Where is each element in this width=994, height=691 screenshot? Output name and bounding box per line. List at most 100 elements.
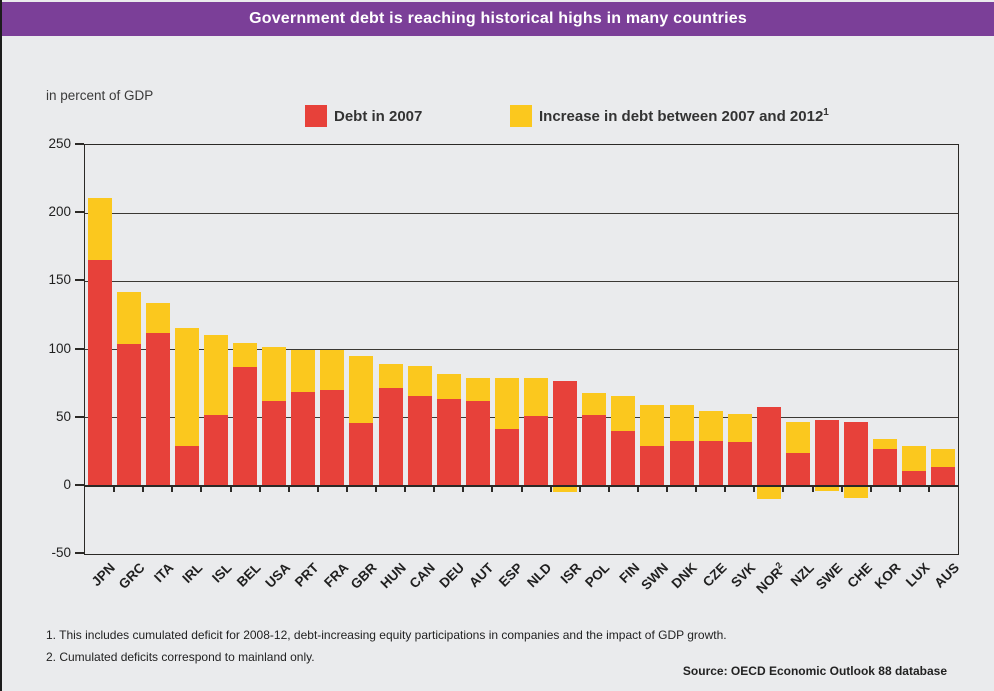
x-tick-label-ISR: ISR — [557, 560, 584, 587]
bar-POL-debt-2007 — [582, 414, 607, 486]
y-tick-mark--50 — [75, 552, 84, 554]
zero-axis-tick — [142, 486, 145, 492]
y-tick-mark-0 — [75, 483, 84, 486]
bar-SWE-debt-2007 — [815, 420, 840, 486]
y-tick-mark-100 — [75, 347, 84, 350]
x-tick-label-CZE: CZE — [699, 560, 730, 590]
x-tick-label-AUT: AUT — [466, 560, 497, 591]
bar-PRT-debt-2007 — [291, 391, 316, 486]
gridline-150 — [85, 280, 958, 282]
y-tick-mark-200 — [75, 211, 84, 214]
zero-axis-tick — [229, 486, 232, 492]
zero-axis-tick — [811, 486, 814, 492]
x-tick-label-PRT: PRT — [292, 560, 322, 590]
legend-item-increase: Increase in debt between 2007 and 20121 — [510, 105, 829, 127]
gridline-50 — [85, 417, 958, 419]
bar-SWN-debt-2007 — [640, 446, 665, 486]
bar-JPN-increase — [87, 198, 112, 260]
x-tick-label-BEL: BEL — [233, 560, 264, 590]
x-tick-label-GRC: GRC — [115, 560, 148, 592]
x-tick-label-ESP: ESP — [495, 560, 526, 590]
legend-item-debt-2007: Debt in 2007 — [305, 105, 422, 127]
legend-swatch-debt-2007 — [305, 105, 327, 127]
zero-axis-tick — [491, 486, 494, 492]
x-tick-label-NZL: NZL — [787, 560, 817, 590]
legend-swatch-increase — [510, 105, 532, 127]
zero-axis-tick — [636, 486, 639, 492]
zero-axis-tick — [462, 486, 465, 492]
bar-NLD-debt-2007 — [524, 416, 549, 486]
bar-PRT-increase — [291, 349, 316, 392]
x-tick-label-ITA: ITA — [151, 560, 177, 586]
x-tick-label-POL: POL — [582, 560, 613, 591]
bar-NZL-increase — [785, 421, 810, 454]
x-tick-footnote-marker-NOR: 2 — [773, 560, 784, 571]
zero-axis-tick — [840, 486, 843, 492]
bar-JPN-debt-2007 — [87, 259, 112, 486]
bar-CAN-debt-2007 — [407, 395, 432, 486]
footnote-1: 1. This includes cumulated deficit for 2… — [46, 628, 727, 642]
x-tick-label-CAN: CAN — [406, 560, 439, 592]
gridline-100 — [85, 349, 958, 350]
zero-axis-tick — [404, 486, 407, 492]
zero-axis-tick — [724, 486, 727, 492]
bar-USA-increase — [262, 346, 287, 402]
zero-axis-tick — [927, 486, 930, 492]
zero-axis-line — [85, 484, 958, 487]
y-tick-label-150: 150 — [48, 272, 71, 288]
bar-GBR-debt-2007 — [349, 423, 374, 486]
bar-SWE-increase — [815, 486, 840, 491]
bar-LUX-increase — [902, 446, 927, 471]
y-tick-mark-250 — [75, 143, 84, 145]
zero-axis-tick — [607, 486, 610, 492]
zero-axis-tick — [171, 486, 174, 492]
x-tick-label-HUN: HUN — [377, 560, 410, 592]
x-tick-label-USA: USA — [261, 560, 293, 591]
bar-SWN-increase — [640, 405, 665, 447]
zero-axis-tick — [869, 486, 872, 492]
bar-SVK-increase — [727, 413, 752, 443]
zero-axis-tick — [258, 486, 261, 492]
bar-HUN-debt-2007 — [378, 387, 403, 486]
zero-axis-tick — [695, 486, 698, 492]
x-tick-label-KOR: KOR — [872, 560, 904, 592]
axis-unit-label: in percent of GDP — [46, 88, 154, 103]
bar-CHE-debt-2007 — [844, 421, 869, 486]
bar-FRA-increase — [320, 349, 345, 391]
bar-IRL-debt-2007 — [174, 446, 199, 486]
bar-SVK-debt-2007 — [727, 442, 752, 486]
zero-axis-tick — [433, 486, 436, 492]
bar-ESP-increase — [494, 378, 519, 429]
chart-title: Government debt is reaching historical h… — [249, 10, 747, 27]
zero-axis-tick — [782, 486, 785, 492]
x-tick-label-NLD: NLD — [524, 560, 555, 591]
footnote-2: 2. Cumulated deficits correspond to main… — [46, 650, 315, 664]
bar-CZE-increase — [698, 410, 723, 441]
zero-axis-tick — [666, 486, 668, 492]
bar-DNK-increase — [669, 405, 694, 441]
chart-plot-area — [84, 144, 959, 555]
bar-NOR-increase — [756, 486, 781, 500]
bar-CZE-debt-2007 — [698, 440, 723, 486]
x-tick-label-SWN: SWN — [638, 560, 672, 593]
bar-ISL-debt-2007 — [203, 414, 228, 486]
bar-FRA-debt-2007 — [320, 390, 345, 486]
x-tick-label-NOR: NOR2 — [753, 560, 785, 597]
legend: Debt in 2007 Increase in debt between 20… — [0, 105, 994, 131]
x-tick-label-ISL: ISL — [209, 560, 235, 586]
x-tick-label-LUX: LUX — [903, 560, 933, 590]
source-note: Source: OECD Economic Outlook 88 databas… — [682, 664, 947, 678]
bar-ISR-increase — [553, 486, 578, 493]
zero-axis-tick — [316, 486, 319, 492]
x-tick-label-CHE: CHE — [843, 560, 875, 591]
title-bar: Government debt is reaching historical h… — [2, 2, 994, 36]
legend-footnote-marker: 1 — [823, 107, 829, 118]
bar-CHE-increase — [844, 486, 869, 498]
gridline-200 — [85, 212, 958, 214]
bar-DEU-increase — [436, 374, 461, 399]
bar-GRC-debt-2007 — [116, 344, 141, 486]
y-tick-label-250: 250 — [48, 136, 71, 151]
bar-FIN-debt-2007 — [611, 431, 636, 486]
